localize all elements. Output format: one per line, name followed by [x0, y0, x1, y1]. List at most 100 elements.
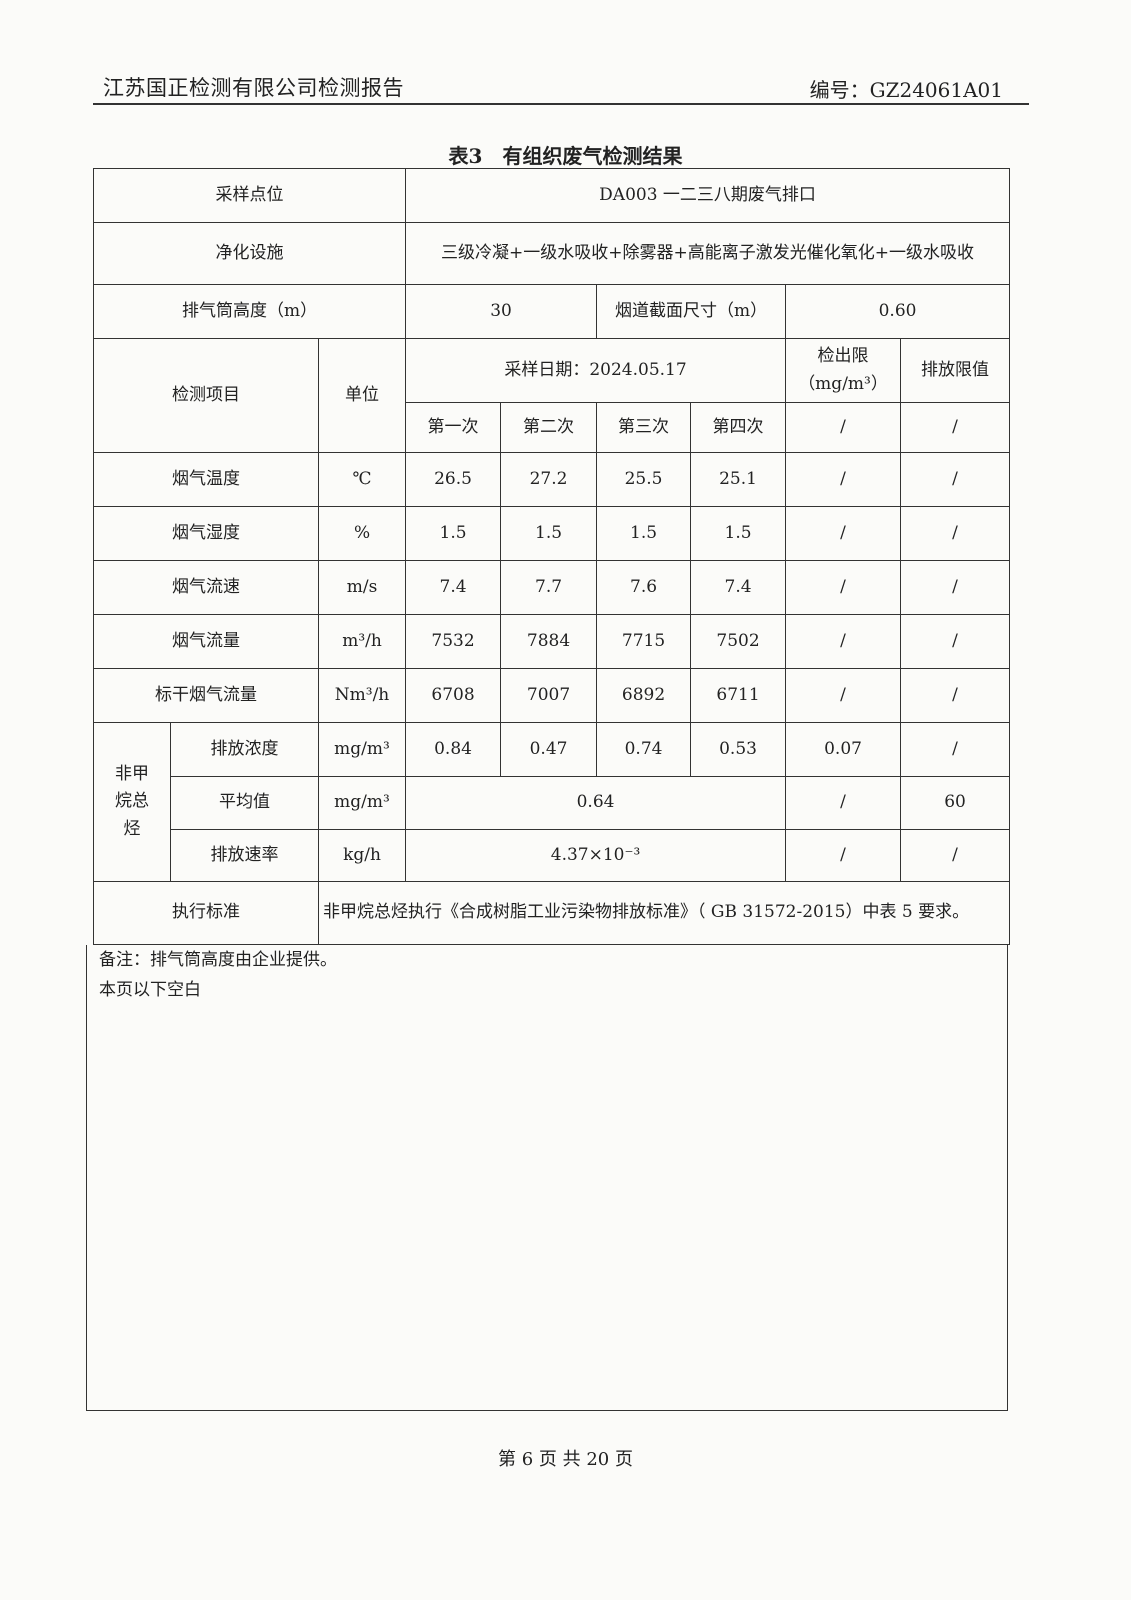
row-detection-limit: /: [785, 452, 902, 507]
flue-size-label: 烟道截面尺寸（m）: [596, 284, 787, 339]
row-run-4: 7502: [690, 614, 787, 669]
row-run-1: 7.4: [405, 560, 502, 615]
nmhc-group-label: 非甲烷总烃: [93, 722, 171, 882]
nmhc-average-value: 0.64: [405, 776, 787, 830]
row-run-3: 1.5: [596, 506, 692, 561]
row-emission-limit: /: [900, 668, 1011, 723]
row-run-3: 7715: [596, 614, 692, 669]
purification-row: 净化设施 三级冷凝+一级水吸收+除雾器+高能离子激发光催化氧化+一级水吸收: [92, 222, 1011, 285]
row-item: 烟气流速: [93, 560, 319, 615]
table-row: 烟气流速 m/s 7.4 7.7 7.6 7.4//: [93, 560, 1011, 615]
standard-label: 执行标准: [93, 881, 319, 945]
detection-limit-sub: /: [785, 402, 902, 453]
row-run-2: 7884: [500, 614, 598, 669]
row-detection-limit: /: [785, 506, 902, 561]
page-number: 第 6 页 共 20 页: [498, 1449, 633, 1470]
row-run-1: 26.5: [405, 452, 502, 507]
row-detection-limit: /: [785, 668, 902, 723]
row-run-4: 7.4: [690, 560, 787, 615]
row-unit: Nm³/h: [317, 668, 407, 723]
row-run-4: 1.5: [690, 506, 787, 561]
stack-height-value: 30: [405, 284, 598, 339]
nmhc-rate-unit: kg/h: [317, 829, 407, 882]
nmhc-rate-limit: /: [785, 829, 902, 882]
sampling-point-label: 采样点位: [92, 168, 407, 223]
row-emission-limit: /: [900, 614, 1011, 669]
nmhc-concentration-run-4: 0.53: [690, 722, 787, 777]
nmhc-concentration-run-1: 0.84: [405, 722, 502, 777]
company-report-header: 江苏国正检测有限公司检测报告: [103, 76, 404, 100]
column-header-row: 检测项目 单位 采样日期：2024.05.17 检出限（mg/m³） 排放限值: [93, 338, 1011, 453]
results-table: 采样点位 DA003 一二三八期废气排口 净化设施 三级冷凝+一级水吸收+除雾器…: [92, 168, 1011, 945]
standard-row: 执行标准 非甲烷总烃执行《合成树脂工业污染物排放标准》（ GB 31572-20…: [93, 881, 1011, 945]
row-detection-limit: /: [785, 560, 902, 615]
nmhc-concentration-standard: /: [900, 722, 1011, 777]
table-row: 烟气流量 m³/h 7532 7884 7715 7502//: [93, 614, 1011, 669]
emission-limit-header: 排放限值: [900, 338, 1011, 403]
row-unit: %: [317, 506, 407, 561]
row-run-2: 7007: [500, 668, 598, 723]
row-run-2: 27.2: [500, 452, 598, 507]
table-row: 烟气温度 ℃ 26.5 27.2 25.5 25.1//: [93, 452, 1011, 507]
stack-height-label: 排气筒高度（m）: [92, 284, 407, 339]
row-unit: m³/h: [317, 614, 407, 669]
nmhc-concentration-limit: 0.07: [785, 722, 902, 777]
nmhc-rate-label: 排放速率: [170, 829, 319, 882]
item-header: 检测项目: [93, 338, 319, 453]
run-3-header: 第三次: [596, 402, 692, 453]
row-run-4: 25.1: [690, 452, 787, 507]
remark-blank-notice: 本页以下空白: [99, 980, 201, 1000]
run-1-header: 第一次: [405, 402, 502, 453]
standard-text: 非甲烷总烃执行《合成树脂工业污染物排放标准》（ GB 31572-2015）中表…: [317, 881, 1011, 945]
flue-size-value: 0.60: [785, 284, 1011, 339]
row-run-3: 7.6: [596, 560, 692, 615]
nmhc-concentration-run-2: 0.47: [500, 722, 598, 777]
row-run-2: 7.7: [500, 560, 598, 615]
table-row: 烟气湿度% 1.5 1.5 1.5 1.5//: [93, 506, 1011, 561]
purification-value: 三级冷凝+一级水吸收+除雾器+高能离子激发光催化氧化+一级水吸收: [405, 222, 1011, 285]
table-row: 标干烟气流量 Nm³/h 6708 7007 6892 6711//: [93, 668, 1011, 723]
row-run-3: 6892: [596, 668, 692, 723]
sampling-point-value: DA003 一二三八期废气排口: [405, 168, 1011, 223]
row-emission-limit: /: [900, 560, 1011, 615]
nmhc-rate-row: 排放速率 kg/h 4.37×10⁻³ / /: [94, 829, 1011, 882]
row-emission-limit: /: [900, 506, 1011, 561]
row-unit: ℃: [317, 452, 407, 507]
row-item: 标干烟气流量: [93, 668, 319, 723]
nmhc-concentration-unit: mg/m³: [317, 722, 407, 777]
row-run-1: 6708: [405, 668, 502, 723]
header-divider: [93, 103, 1029, 105]
emission-limit-sub: /: [900, 402, 1011, 453]
run-2-header: 第二次: [500, 402, 598, 453]
remarks-box: 备注：排气筒高度由企业提供。 本页以下空白: [86, 945, 1008, 1411]
nmhc-concentration-row: 非甲烷总烃 排放浓度 mg/m³ 0.84 0.47 0.74 0.53 0.0…: [93, 722, 1011, 882]
row-run-3: 25.5: [596, 452, 692, 507]
nmhc-average-standard: 60: [900, 776, 1011, 830]
nmhc-rate-value: 4.37×10⁻³: [405, 829, 787, 882]
sampling-point-row: 采样点位 DA003 一二三八期废气排口: [92, 168, 1011, 223]
nmhc-average-limit: /: [785, 776, 902, 830]
table-title: 表3 有组织废气检测结果: [448, 144, 683, 168]
nmhc-average-label: 平均值: [170, 776, 319, 830]
run-4-header: 第四次: [690, 402, 787, 453]
run-header-row: 第一次 第二次 第三次 第四次 / /: [94, 402, 1011, 453]
row-unit: m/s: [317, 560, 407, 615]
stack-row: 排气筒高度（m） 30 烟道截面尺寸（m） 0.60: [92, 284, 1011, 339]
nmhc-average-row: 平均值 mg/m³ 0.64 / 60: [94, 776, 1011, 830]
row-run-2: 1.5: [500, 506, 598, 561]
nmhc-average-unit: mg/m³: [317, 776, 407, 830]
nmhc-concentration-label: 排放浓度: [170, 722, 319, 777]
nmhc-rate-standard: /: [900, 829, 1011, 882]
row-item: 烟气流量: [93, 614, 319, 669]
nmhc-concentration-run-3: 0.74: [596, 722, 692, 777]
row-run-4: 6711: [690, 668, 787, 723]
unit-header: 单位: [317, 338, 407, 453]
detection-limit-header: 检出限（mg/m³）: [785, 338, 902, 403]
report-number: 编号：GZ24061A01: [809, 78, 1003, 102]
sampling-date: 采样日期：2024.05.17: [405, 338, 787, 403]
row-emission-limit: /: [900, 452, 1011, 507]
purification-label: 净化设施: [92, 222, 407, 285]
row-run-1: 1.5: [405, 506, 502, 561]
row-detection-limit: /: [785, 614, 902, 669]
remark-note: 备注：排气筒高度由企业提供。: [99, 950, 337, 970]
